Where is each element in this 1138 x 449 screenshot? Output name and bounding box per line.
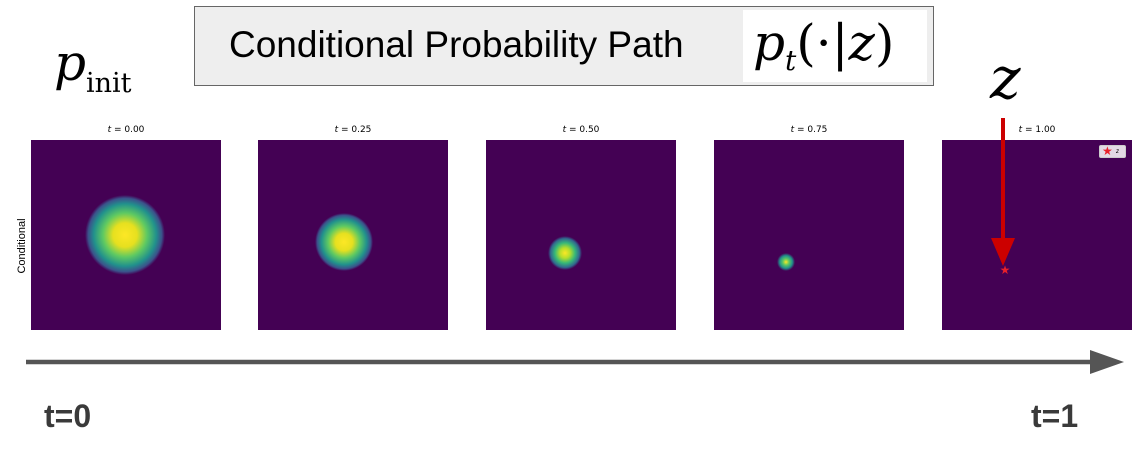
row-label: Conditional — [16, 218, 28, 274]
density-blob — [315, 213, 373, 271]
title-formula: pt(·|z) — [753, 14, 895, 77]
panel-background — [486, 140, 676, 330]
panel-title-1: t = 0.25 — [334, 125, 372, 135]
density-panel-2 — [486, 140, 676, 330]
panel-title-0: t = 0.00 — [107, 125, 145, 135]
timeline-end-label: t=1 — [1031, 398, 1079, 434]
timeline-arrowhead — [1090, 350, 1124, 374]
panel-title-2: t = 0.50 — [562, 125, 600, 135]
density-panel-4: ★ ★ z — [942, 140, 1132, 330]
z-star-marker: ★ — [1000, 263, 1011, 277]
density-panel-3 — [714, 140, 904, 330]
density-panel-1 — [258, 140, 448, 330]
panel-title-3: t = 0.75 — [790, 125, 828, 135]
timeline-start-label: t=0 — [44, 398, 92, 434]
title-formula-box: pt(·|z) — [743, 10, 927, 82]
panel-background — [942, 140, 1132, 330]
density-blob — [777, 253, 795, 271]
legend: ★ z — [1099, 144, 1126, 158]
density-blob — [85, 195, 165, 275]
legend-label: z — [1116, 149, 1119, 155]
title-text: Conditional Probability Path — [229, 24, 684, 65]
legend-star-icon: ★ — [1102, 144, 1113, 158]
p-init-label: pinit — [54, 34, 132, 99]
density-panel-0 — [31, 140, 221, 330]
title-box: Conditional Probability Path pt(·|z) — [194, 6, 934, 86]
panel-background — [714, 140, 904, 330]
density-blob — [548, 236, 582, 270]
z-label: z — [990, 44, 1021, 112]
panel-title-4: t = 1.00 — [1018, 125, 1056, 135]
